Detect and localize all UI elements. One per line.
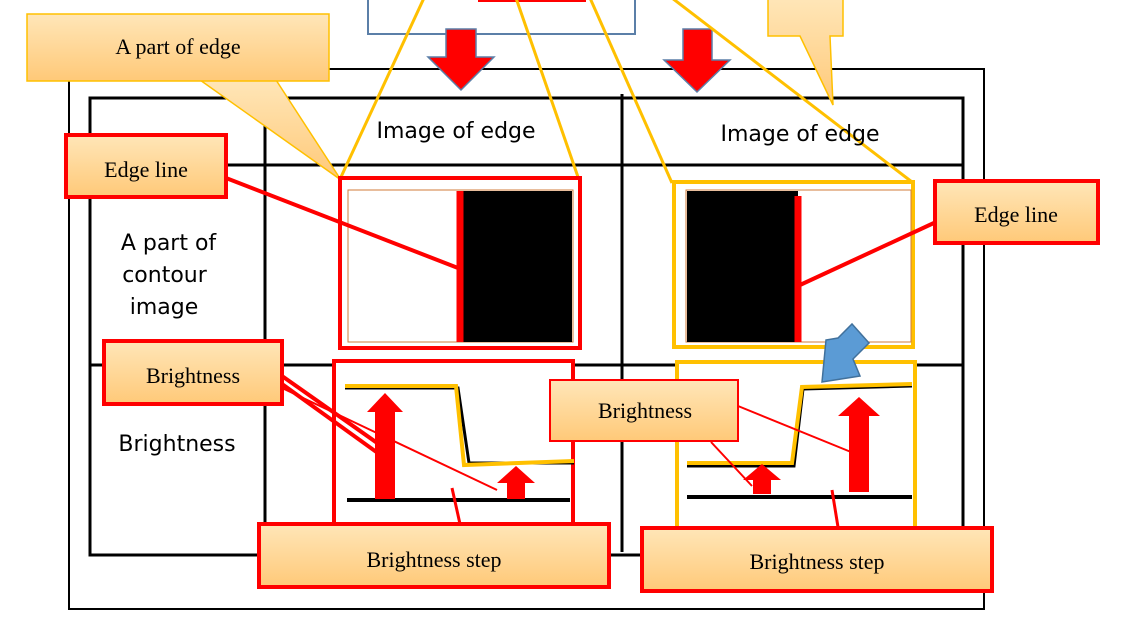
row-label-line-1: A part of: [121, 231, 218, 256]
brightness-callout-center: [549, 379, 739, 442]
brightness-label-left: Brightness: [146, 363, 240, 388]
down-arrow-right: [662, 28, 732, 94]
row-label-line-2: contour: [122, 263, 208, 288]
part-of-edge-callout: [26, 13, 330, 82]
edge-line-label-right: Edge line: [974, 202, 1058, 227]
right-brightness-profile: [687, 382, 913, 465]
brightness-step-callout-left: [257, 522, 611, 589]
right-high-arrow: [838, 397, 880, 492]
edge-line-callout-left: [64, 133, 228, 199]
left-dark-region: [461, 191, 572, 342]
brightness-callout-left: [102, 339, 284, 406]
column-header-left: Image of edge: [376, 119, 535, 144]
leader-lines: [225, 176, 937, 528]
right-low-arrow: [743, 464, 781, 494]
row-label-line-3: image: [130, 295, 199, 320]
column-header-right: Image of edge: [720, 122, 879, 147]
left-low-arrow: [497, 466, 535, 499]
brightness-step-label-right: Brightness step: [749, 549, 884, 574]
top-source-box: [367, 0, 636, 35]
left-high-arrow: [367, 393, 403, 499]
projection-lines: [339, 0, 913, 184]
down-arrow-left: [426, 28, 496, 92]
brightness-step-label-left: Brightness step: [366, 547, 501, 572]
edge-line-label-left: Edge line: [104, 157, 188, 182]
part-of-edge-label: A part of edge: [115, 34, 240, 59]
left-brightness-profile: [345, 384, 575, 468]
edge-line-callout-right: [933, 179, 1100, 245]
right-dark-region: [687, 191, 798, 342]
brightness-label-center: Brightness: [598, 398, 692, 423]
top-right-callout: [767, 0, 844, 106]
blue-pointer-arrow: [821, 322, 871, 383]
row-label-contour-image: A part of contour image: [121, 231, 223, 320]
top-source-red-mark: [478, 0, 586, 2]
outer-frame: [68, 68, 985, 610]
brightness-step-callout-right: [640, 526, 994, 593]
row-label-brightness: Brightness: [118, 432, 235, 457]
